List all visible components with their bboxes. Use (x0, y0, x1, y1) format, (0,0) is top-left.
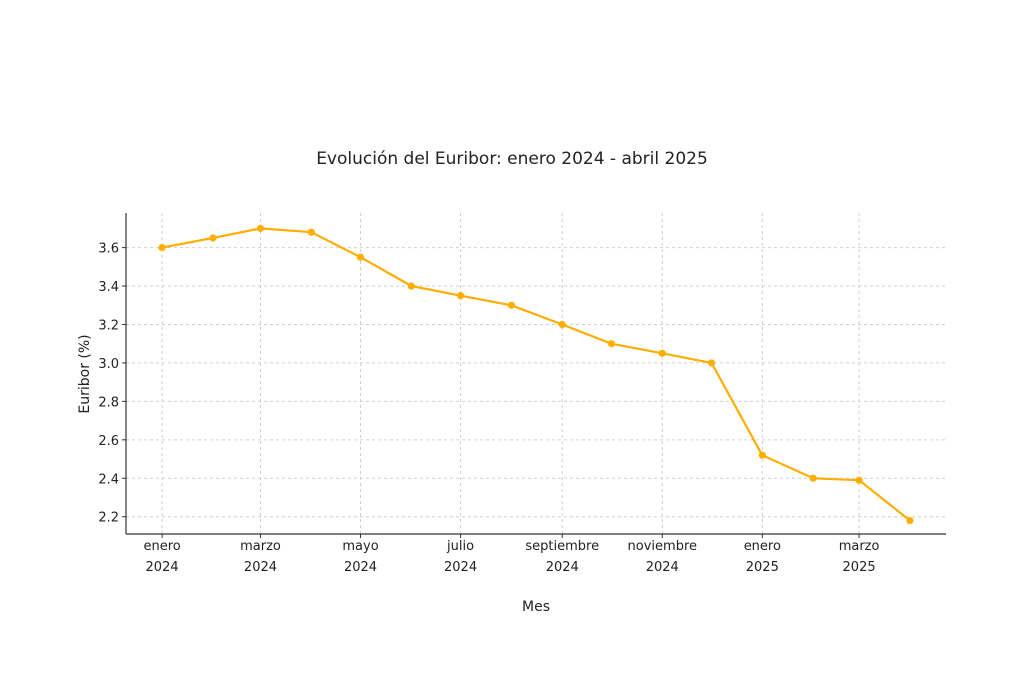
x-tick-label-year: 2024 (546, 560, 579, 575)
x-tick-label-month: enero (744, 539, 781, 554)
axes (125, 213, 946, 535)
data-point (456, 292, 465, 300)
y-tick-label: 3.6 (98, 242, 119, 257)
data-point (407, 282, 415, 290)
x-tick-label-month: enero (143, 539, 180, 554)
series (158, 224, 914, 525)
x-tick-label-year: 2025 (746, 560, 779, 575)
data-point (906, 516, 914, 525)
data-point (507, 301, 515, 309)
x-tick-label-month: septiembre (525, 539, 599, 554)
y-tick-label: 3.4 (98, 280, 119, 295)
x-tick-label-year: 2024 (444, 560, 477, 575)
series-line (161, 227, 911, 522)
data-point (707, 359, 716, 367)
x-tick-label-month: mayo (342, 539, 378, 554)
data-point (658, 349, 666, 357)
data-point (256, 224, 265, 232)
y-tick-label: 2.6 (98, 434, 119, 449)
data-point (809, 474, 817, 482)
y-tick-label: 2.4 (98, 472, 119, 487)
y-ticks: 2.2 2.4 2.6 2.8 3.0 3.2 3.4 3.6 (98, 242, 126, 526)
data-point (209, 234, 217, 242)
data-point (855, 476, 863, 484)
y-tick-label: 3.2 (98, 318, 119, 333)
chart-title: Evolución del Euribor: enero 2024 - abri… (316, 149, 708, 169)
data-point (307, 228, 315, 236)
x-tick-label-month: julio (446, 539, 474, 554)
x-tick-label-month: noviembre (628, 539, 697, 554)
y-tick-label: 2.2 (98, 511, 119, 526)
x-tick-label-year: 2025 (843, 560, 876, 575)
y-axis-label: Euribor (%) (77, 334, 93, 413)
data-point (158, 243, 166, 252)
x-tick-label-month: marzo (240, 539, 281, 554)
x-ticks: enero 2024 marzo 2024 mayo 2024 julio 2024 septi… (143, 534, 879, 575)
x-tick-label-year: 2024 (344, 560, 377, 575)
y-tick-label: 2.8 (98, 395, 119, 410)
y-tick-label: 3.0 (98, 357, 119, 372)
data-point (356, 253, 365, 261)
x-tick-label-month: marzo (839, 539, 880, 554)
data-point (558, 320, 566, 329)
x-axis-label: Mes (522, 599, 550, 615)
x-tick-label-year: 2024 (244, 560, 277, 575)
data-point (758, 451, 766, 459)
x-tick-label-year: 2024 (146, 560, 179, 575)
grid (126, 213, 946, 534)
data-point (607, 340, 616, 348)
x-tick-label-year: 2024 (646, 560, 679, 575)
